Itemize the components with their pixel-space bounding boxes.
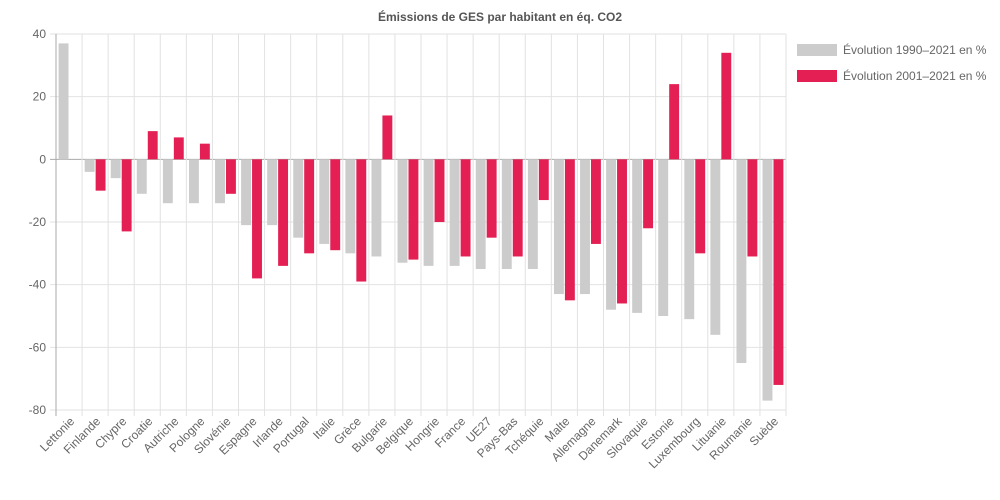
bar-2001-2021 xyxy=(199,143,210,160)
bar-2001-2021 xyxy=(695,159,706,254)
legend-swatch xyxy=(797,70,837,82)
bar-1990-2021 xyxy=(267,159,278,226)
bar-2001-2021 xyxy=(564,159,575,301)
bar-2001-2021 xyxy=(773,159,784,385)
bar-1990-2021 xyxy=(527,159,538,269)
y-tick-label: -20 xyxy=(29,215,47,229)
bar-1990-2021 xyxy=(136,159,147,194)
y-tick-label: 20 xyxy=(33,90,47,104)
bar-2001-2021 xyxy=(538,159,549,201)
bar-2001-2021 xyxy=(669,84,680,160)
bar-1990-2021 xyxy=(553,159,564,295)
bar-1990-2021 xyxy=(188,159,199,204)
bar-1990-2021 xyxy=(293,159,304,238)
bar-2001-2021 xyxy=(643,159,654,229)
bar-2001-2021 xyxy=(252,159,262,279)
bar-2001-2021 xyxy=(747,159,758,257)
bar-1990-2021 xyxy=(475,159,486,269)
bar-1990-2021 xyxy=(449,159,460,266)
y-tick-label: -80 xyxy=(29,403,47,417)
y-tick-label: -60 xyxy=(29,340,47,354)
bar-1990-2021 xyxy=(762,159,773,401)
bar-1990-2021 xyxy=(84,159,95,172)
bar-1990-2021 xyxy=(215,159,225,204)
x-tick-label: Suède xyxy=(747,414,782,449)
legend-label: Évolution 2001–2021 en % xyxy=(843,68,987,83)
bar-2001-2021 xyxy=(617,159,627,304)
bar-1990-2021 xyxy=(319,159,330,244)
bar-1990-2021 xyxy=(345,159,356,254)
bar-1990-2021 xyxy=(423,159,434,266)
bar-2001-2021 xyxy=(356,159,367,282)
bar-1990-2021 xyxy=(501,159,512,269)
bar-2001-2021 xyxy=(121,159,132,232)
y-tick-label: -40 xyxy=(29,278,47,292)
bar-2001-2021 xyxy=(408,159,419,260)
bar-2001-2021 xyxy=(486,159,497,238)
bar-1990-2021 xyxy=(684,159,695,320)
legend-label: Évolution 1990–2021 en % xyxy=(843,42,987,57)
bar-1990-2021 xyxy=(658,159,669,316)
bar-2001-2021 xyxy=(278,159,289,266)
bar-2001-2021 xyxy=(460,159,471,257)
y-tick-label: 0 xyxy=(39,152,46,166)
bar-2001-2021 xyxy=(512,159,523,257)
bar-1990-2021 xyxy=(162,159,173,204)
y-tick-label: 40 xyxy=(33,27,47,41)
bar-1990-2021 xyxy=(110,159,121,179)
bar-1990-2021 xyxy=(736,159,747,363)
bar-2001-2021 xyxy=(434,159,445,222)
bar-1990-2021 xyxy=(580,159,590,295)
bar-2001-2021 xyxy=(147,131,158,160)
bar-1990-2021 xyxy=(632,159,643,313)
bar-2001-2021 xyxy=(225,159,236,194)
bar-1990-2021 xyxy=(58,43,69,160)
bar-1990-2021 xyxy=(606,159,617,310)
bar-1990-2021 xyxy=(397,159,408,263)
bar-2001-2021 xyxy=(721,52,732,160)
bar-2001-2021 xyxy=(590,159,601,244)
bar-2001-2021 xyxy=(382,115,393,160)
bar-2001-2021 xyxy=(173,137,184,160)
bar-1990-2021 xyxy=(710,159,721,335)
bar-1990-2021 xyxy=(371,159,382,257)
bar-1990-2021 xyxy=(241,159,252,226)
bar-2001-2021 xyxy=(95,159,106,191)
legend-swatch xyxy=(797,44,837,56)
chart-title: Émissions de GES par habitant en éq. CO2 xyxy=(378,9,622,24)
bar-2001-2021 xyxy=(304,159,315,254)
bar-2001-2021 xyxy=(330,159,341,251)
